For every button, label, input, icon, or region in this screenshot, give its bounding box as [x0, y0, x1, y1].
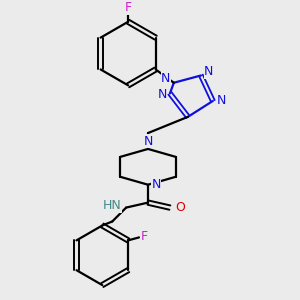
Text: N: N — [143, 134, 153, 148]
Text: N: N — [217, 94, 226, 107]
Text: N: N — [161, 72, 171, 85]
Text: N: N — [204, 65, 214, 78]
Text: F: F — [124, 1, 132, 14]
Text: N: N — [151, 178, 160, 191]
Text: N: N — [157, 88, 167, 101]
Text: F: F — [140, 230, 148, 243]
Text: HN: HN — [103, 199, 122, 212]
Text: O: O — [175, 201, 185, 214]
